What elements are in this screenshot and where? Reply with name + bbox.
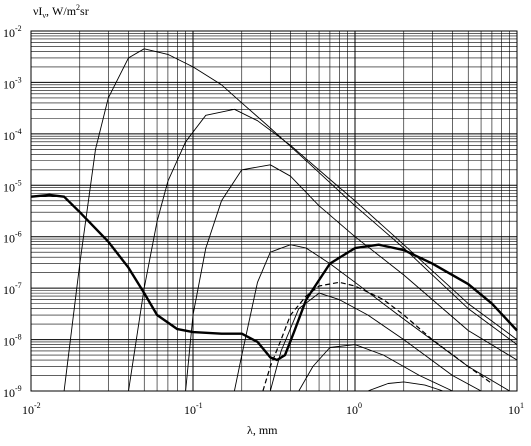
x-axis-label: λ, mm bbox=[247, 423, 278, 437]
y-tick-label: 10-6 bbox=[3, 230, 22, 246]
series-line-2 bbox=[128, 108, 518, 392]
series-line-9 bbox=[30, 193, 518, 362]
series-line-6 bbox=[298, 344, 453, 392]
series-line-7 bbox=[367, 381, 444, 392]
x-tick-base: 10 bbox=[346, 403, 358, 417]
x-tick-base: 10 bbox=[508, 403, 520, 417]
y-tick-exponent: -9 bbox=[15, 384, 22, 393]
y-tick-label: 10-2 bbox=[3, 24, 22, 40]
y-tick-base: 10 bbox=[3, 335, 15, 349]
y-tick-base: 10 bbox=[3, 77, 15, 91]
series-group bbox=[30, 48, 518, 392]
grid bbox=[30, 31, 517, 392]
x-tick-exponent: -1 bbox=[196, 401, 203, 410]
y-tick-base: 10 bbox=[3, 26, 15, 40]
plot-frame bbox=[30, 30, 518, 392]
series-line-4 bbox=[233, 244, 510, 392]
x-tick-base: 10 bbox=[184, 403, 196, 417]
series-line-1 bbox=[63, 48, 518, 392]
x-tick-labels: 10-2 10-1 100 101 bbox=[22, 401, 524, 417]
x-tick-exponent: 1 bbox=[520, 401, 524, 410]
y-tick-base: 10 bbox=[3, 386, 15, 400]
x-tick-label: 10-2 bbox=[22, 401, 41, 417]
y-tick-label: 10-4 bbox=[3, 127, 22, 143]
x-tick-label: 10-1 bbox=[184, 401, 203, 417]
y-tick-label: 10-5 bbox=[3, 178, 22, 194]
y-tick-exponent: -7 bbox=[15, 281, 22, 290]
y-tick-base: 10 bbox=[3, 129, 15, 143]
series-line-3 bbox=[185, 164, 518, 392]
y-tick-label: 10-3 bbox=[3, 75, 22, 91]
y-axis-label: νIν, W/m2sr bbox=[33, 3, 89, 20]
y-tick-exponent: -8 bbox=[15, 333, 22, 342]
y-tick-exponent: -4 bbox=[15, 127, 22, 136]
y-tick-label: 10-7 bbox=[3, 281, 22, 297]
x-tick-label: 101 bbox=[508, 401, 524, 417]
y-tick-exponent: -2 bbox=[15, 24, 22, 33]
y-tick-exponent: -6 bbox=[15, 230, 22, 239]
x-tick-exponent: 0 bbox=[358, 401, 362, 410]
y-tick-exponent: -5 bbox=[15, 178, 22, 187]
y-tick-exponent: -3 bbox=[15, 75, 22, 84]
series-line-5 bbox=[269, 292, 482, 392]
y-tick-label: 10-8 bbox=[3, 333, 22, 349]
y-tick-labels: 10-210-310-410-510-610-710-810-9 bbox=[3, 24, 22, 400]
y-tick-base: 10 bbox=[3, 180, 15, 194]
x-tick-base: 10 bbox=[22, 403, 34, 417]
y-tick-base: 10 bbox=[3, 232, 15, 246]
x-tick-label: 100 bbox=[346, 401, 362, 417]
x-tick-exponent: -2 bbox=[34, 401, 41, 410]
y-tick-base: 10 bbox=[3, 283, 15, 297]
y-tick-label: 10-9 bbox=[3, 384, 22, 400]
